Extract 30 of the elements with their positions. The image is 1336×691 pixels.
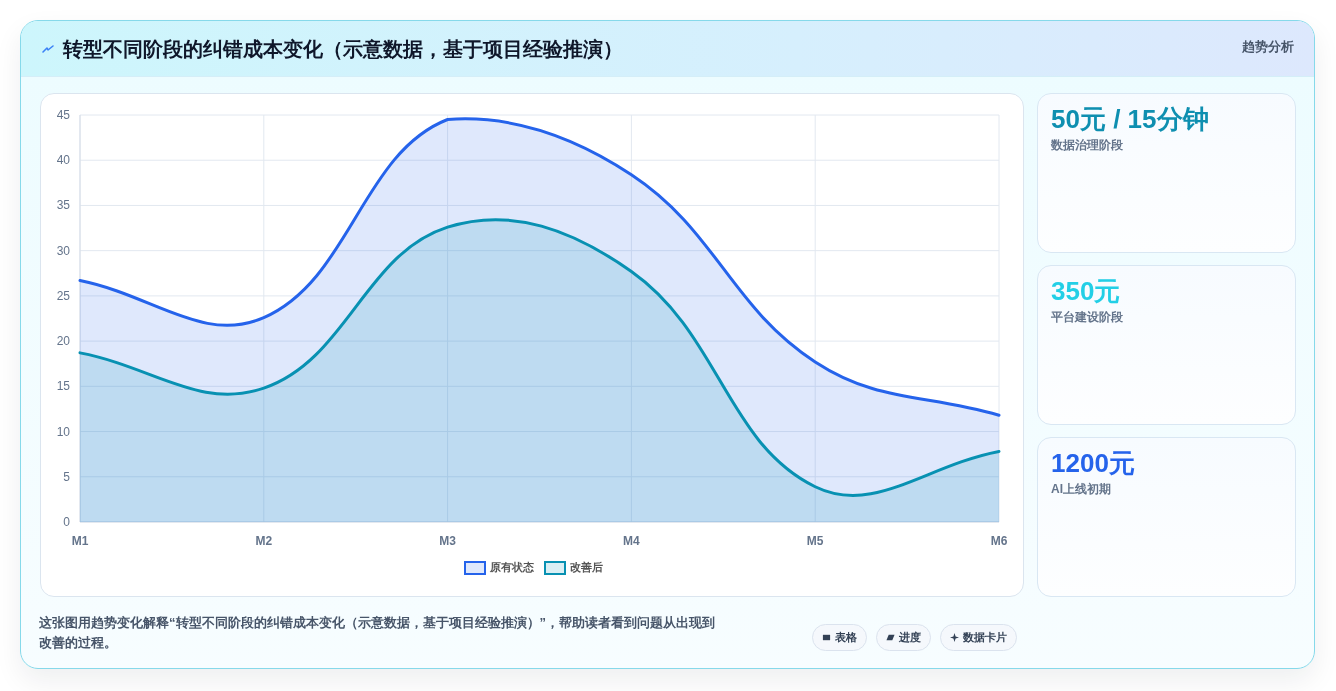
- x-tick-label: M5: [806, 534, 824, 548]
- y-tick-label: 5: [63, 469, 71, 484]
- x-tick-label: M1: [71, 534, 89, 548]
- button: 数据卡片: [940, 624, 1017, 651]
- button: 表格: [812, 624, 867, 651]
- y-tick-label: 30: [56, 243, 71, 258]
- text: 350元: [1051, 275, 1121, 307]
- y-tick-label: 45: [56, 108, 71, 122]
- y-tick-label: 35: [56, 198, 71, 213]
- legend-label: 改善后: [569, 560, 603, 575]
- chart-title: 转型不同阶段的纠错成本变化（示意数据，基于项目经验推演）: [63, 37, 623, 62]
- x-tick-label: M3: [439, 534, 457, 548]
- y-tick-label: 40: [56, 153, 71, 168]
- button: 进度: [876, 624, 931, 651]
- text: 50元 / 15分钟: [1051, 103, 1209, 135]
- text: 这张图用趋势变化解释“转型不同阶段的纠错成本变化（示意数据，基于项目经验推演）”，帮助读者看到问题从出现到改善的过程。: [39, 614, 716, 652]
- text: 1200元: [1051, 447, 1135, 479]
- text: 平台建设阶段: [1051, 309, 1123, 325]
- y-tick-label: 10: [56, 424, 71, 439]
- x-tick-label: M2: [255, 534, 273, 548]
- text: 趋势分析: [1242, 39, 1294, 56]
- legend-label: 原有状态: [489, 560, 534, 575]
- y-tick-label: 0: [63, 515, 71, 529]
- y-tick-label: 20: [56, 334, 71, 349]
- text: AI上线初期: [1051, 481, 1111, 497]
- x-tick-label: M6: [990, 534, 1008, 548]
- text: 数据治理阶段: [1051, 137, 1123, 153]
- y-tick-label: 25: [56, 288, 71, 303]
- y-tick-label: 15: [56, 379, 71, 394]
- x-tick-label: M4: [623, 534, 641, 548]
